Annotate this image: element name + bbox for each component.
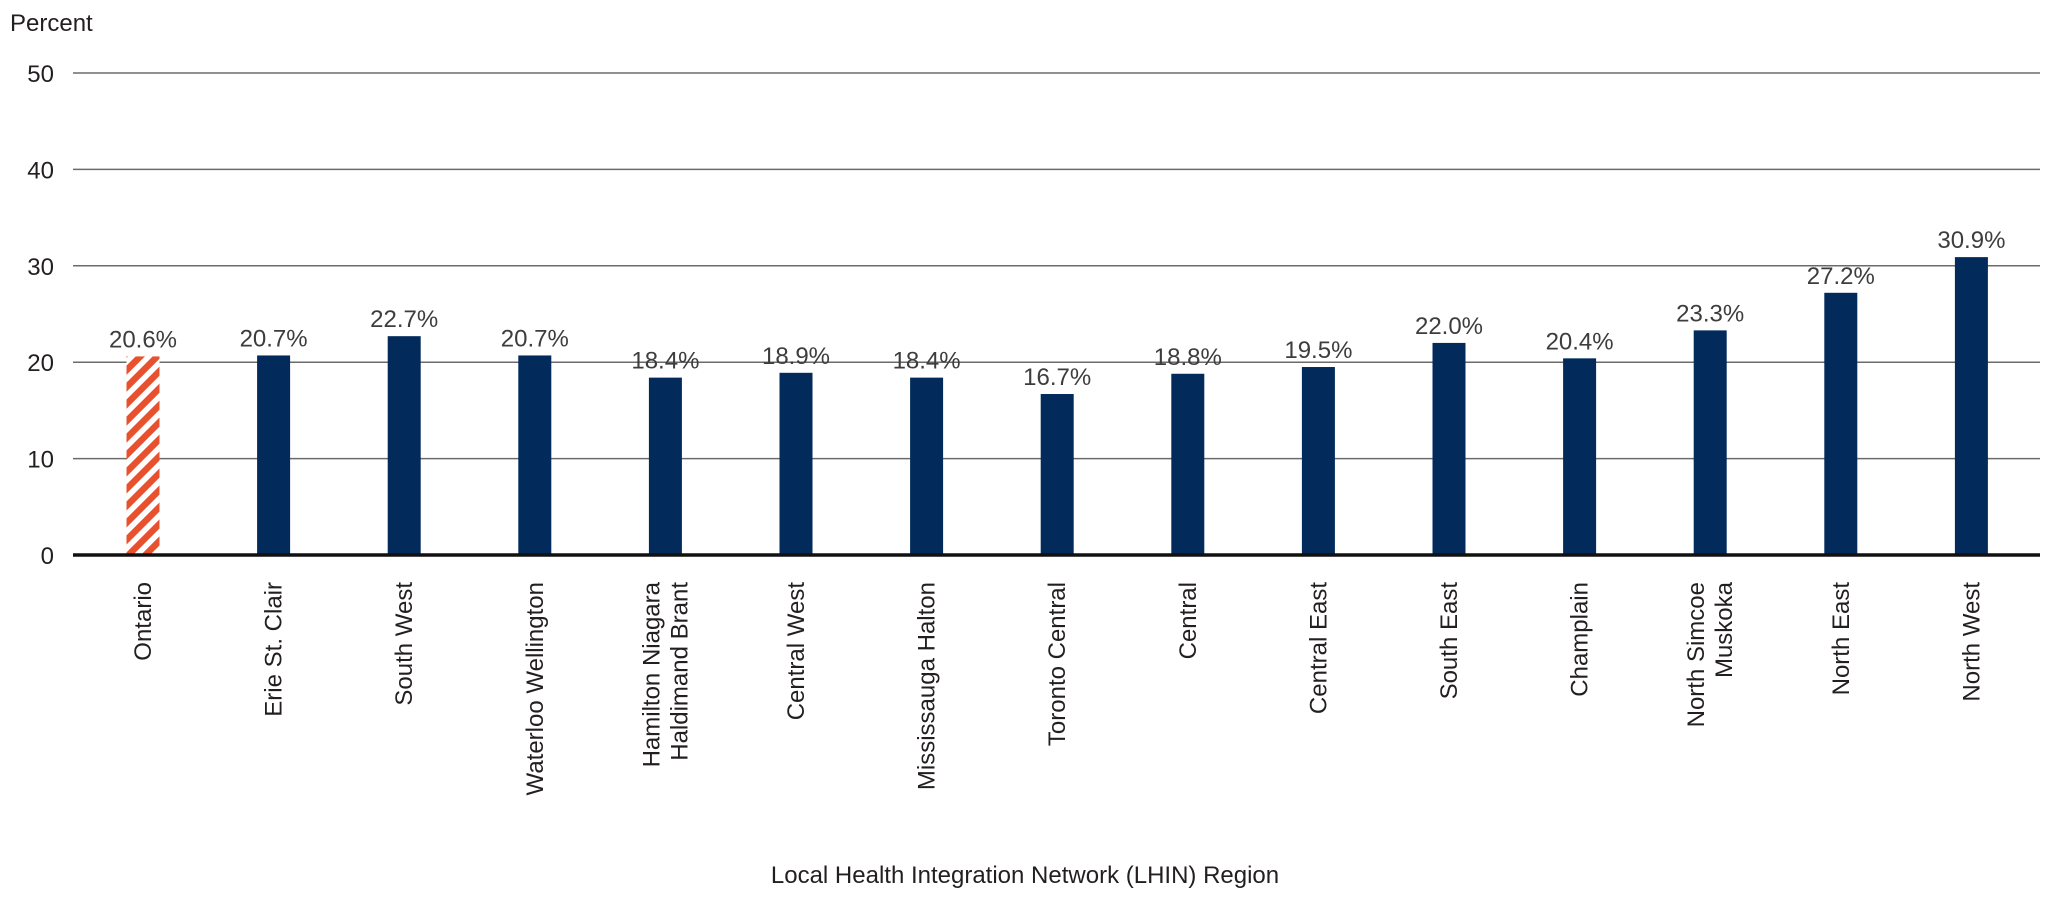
category-label: North SimcoeMuskoka [1683, 581, 1738, 727]
data-label: 18.4% [893, 348, 961, 375]
data-label: 30.9% [1937, 227, 2005, 254]
data-label: 27.2% [1807, 263, 1875, 290]
data-label: 20.4% [1546, 328, 1614, 355]
bar [1432, 342, 1466, 555]
data-label: 20.6% [109, 326, 177, 353]
category-label: Hamilton NiagaraHaldimand Brant [638, 581, 693, 767]
category-label: North West [1958, 582, 1985, 702]
data-label: 16.7% [1023, 364, 1091, 391]
category-label: Erie St. Clair [261, 582, 288, 717]
y-tick-label: 40 [27, 157, 54, 184]
bar [257, 355, 291, 555]
category-label: Ontario [130, 582, 157, 661]
y-tick-label: 20 [27, 350, 54, 377]
y-tick-label: 30 [27, 254, 54, 281]
data-label: 18.4% [631, 348, 699, 375]
data-label: 23.3% [1676, 300, 1744, 327]
data-label: 22.0% [1415, 313, 1483, 340]
category-label: South East [1436, 582, 1463, 700]
y-axis-ticks: 0 10 20 30 40 50 [27, 61, 54, 570]
category-label: Toronto Central [1044, 582, 1071, 746]
bar [1040, 394, 1074, 555]
category-label: Waterloo Wellington [522, 582, 549, 795]
bar [1824, 292, 1858, 555]
bar [648, 377, 682, 555]
data-label: 20.7% [240, 325, 308, 352]
category-label: Central East [1305, 582, 1332, 714]
bar [910, 377, 944, 555]
category-label: Champlain [1567, 582, 1594, 697]
data-label: 20.7% [501, 325, 569, 352]
bar [387, 336, 421, 555]
y-tick-label: 0 [41, 543, 54, 570]
bar [518, 355, 552, 555]
bar [1563, 358, 1597, 555]
data-label: 22.7% [370, 306, 438, 333]
bar-highlight [126, 356, 160, 555]
data-label: 18.8% [1154, 344, 1222, 371]
bar [1171, 373, 1205, 555]
category-labels: Ontario Erie St. Clair South West Waterloo … [130, 581, 1985, 795]
category-label: Mississauga Halton [914, 582, 941, 790]
bars [126, 257, 1988, 555]
bar [1301, 367, 1335, 555]
x-axis-title: Local Health Integration Network (LHIN) … [771, 862, 1279, 889]
y-tick-label: 50 [27, 61, 54, 88]
category-label: South West [391, 582, 418, 706]
data-labels: 20.6% 20.7% 22.7% 20.7% 18.4% 18.9% 18.4% 16.7%… [109, 227, 2005, 391]
data-label: 19.5% [1284, 337, 1352, 364]
category-label: Central [1175, 582, 1202, 659]
category-label: North East [1828, 582, 1855, 696]
bar [1954, 257, 1988, 555]
bar [1693, 330, 1727, 555]
bar [779, 372, 813, 555]
y-axis-title: Percent [10, 10, 93, 37]
category-label: Central West [783, 582, 810, 721]
data-label: 18.9% [762, 343, 830, 370]
y-tick-label: 10 [27, 447, 54, 474]
